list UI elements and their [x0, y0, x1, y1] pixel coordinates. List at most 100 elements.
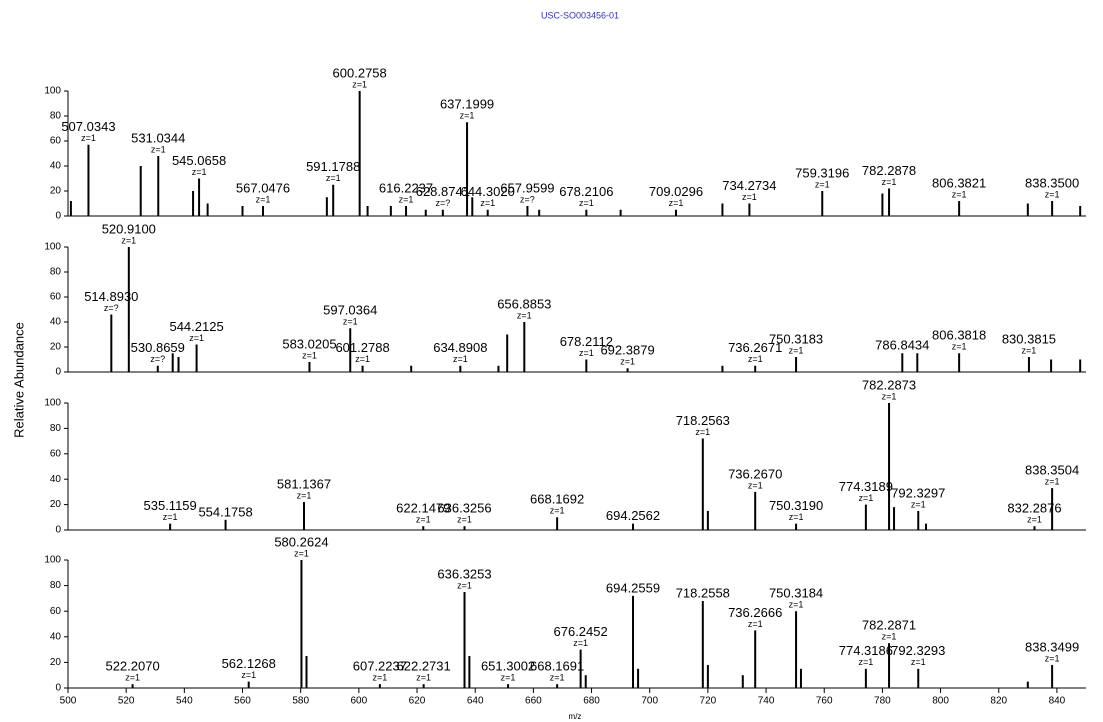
peak-label: 750.3190: [769, 498, 823, 513]
peak-label: 583.0205: [282, 336, 336, 351]
peak-label: 838.3500: [1025, 175, 1079, 190]
peak-label: 651.3002: [481, 659, 535, 674]
peak-label: 530.8659: [131, 340, 185, 355]
peak-label: 567.0476: [236, 180, 290, 195]
peak-label: 637.1999: [440, 97, 494, 112]
peak-label: 736.2666: [728, 605, 782, 620]
peak-label: 636.3253: [437, 566, 491, 581]
peak-label: 676.2452: [554, 624, 608, 639]
charge-label: z=1: [748, 480, 763, 490]
charge-label: z=1: [297, 490, 312, 500]
charge-label: z=1: [480, 198, 495, 208]
peak-label: 786.8434: [875, 338, 929, 353]
charge-label: z=1: [748, 354, 763, 364]
x-tick-label: 500: [60, 696, 77, 707]
charge-label: z=1: [326, 173, 341, 183]
y-tick-label: 40: [50, 317, 62, 328]
peak-label: 656.8853: [497, 296, 551, 311]
peak-label: 668.1691: [530, 659, 584, 674]
y-tick-label: 20: [50, 342, 62, 353]
charge-label: z=1: [163, 512, 178, 522]
charge-label: z=1: [1022, 345, 1037, 355]
y-tick-label: 0: [55, 367, 61, 378]
charge-label: z=1: [151, 144, 166, 154]
charge-label: z=1: [911, 657, 926, 667]
charge-label: z=1: [189, 333, 204, 343]
y-tick-label: 80: [50, 580, 62, 591]
y-tick-label: 20: [50, 186, 62, 197]
charge-label: z=1: [858, 657, 873, 667]
peak-label: 591.1788: [306, 159, 360, 174]
y-tick-label: 60: [50, 136, 62, 147]
peak-label: 759.3196: [795, 165, 849, 180]
y-tick-label: 20: [50, 657, 62, 668]
peak-label: 806.3818: [932, 328, 986, 343]
charge-label: z=?: [104, 303, 119, 313]
charge-label: z=1: [517, 310, 532, 320]
charge-label: z=1: [669, 198, 684, 208]
peak-label: 507.0343: [61, 119, 115, 134]
y-tick-label: 60: [50, 606, 62, 617]
charge-label: z=1: [416, 673, 431, 683]
peak-label: 554.1758: [198, 504, 252, 519]
peak-label: 616.2237: [379, 180, 433, 195]
y-tick-label: 100: [44, 398, 61, 409]
charge-label: z=1: [789, 512, 804, 522]
charge-label: z=1: [789, 600, 804, 610]
y-tick-label: 100: [44, 555, 61, 566]
y-tick-label: 60: [50, 448, 62, 459]
charge-label: z=1: [952, 189, 967, 199]
peak-label: 734.2734: [722, 178, 776, 193]
y-tick-label: 40: [50, 474, 62, 485]
peak-label: 607.2237: [353, 659, 407, 674]
peak-label: 830.3815: [1002, 331, 1056, 346]
peak-label: 692.3879: [600, 343, 654, 358]
y-tick-label: 20: [50, 499, 62, 510]
peak-label: 736.2670: [728, 466, 782, 481]
peak-label: 522.2070: [105, 659, 159, 674]
peak-label: 694.2559: [606, 580, 660, 595]
charge-label: z=1: [748, 619, 763, 629]
x-tick-label: 760: [816, 696, 833, 707]
peak-label: 838.3504: [1025, 463, 1079, 478]
peak-label: 580.2624: [274, 534, 328, 549]
peak-label: 774.3186: [839, 643, 893, 658]
peak-label: 597.0364: [323, 303, 377, 318]
x-tick-label: 720: [700, 696, 717, 707]
charge-label: z=1: [1045, 476, 1060, 486]
charge-label: z=1: [1045, 189, 1060, 199]
charge-label: z=1: [457, 580, 472, 590]
x-tick-label: 520: [118, 696, 135, 707]
peak-label: 545.0658: [172, 153, 226, 168]
peak-label: 634.8908: [433, 340, 487, 355]
charge-label: z=1: [620, 357, 635, 367]
peak-label: 636.3256: [437, 501, 491, 516]
charge-label: z=1: [882, 177, 897, 187]
charge-label: z=1: [789, 345, 804, 355]
peak-label: 832.2876: [1007, 501, 1061, 516]
charge-label: z=1: [355, 354, 370, 364]
x-tick-label: 740: [758, 696, 775, 707]
peak-label: 644.3020: [461, 184, 515, 199]
peak-label: 544.2125: [169, 319, 223, 334]
peak-label: 750.3184: [769, 586, 823, 601]
peak-label: 718.2558: [676, 585, 730, 600]
charge-label: z=1: [579, 198, 594, 208]
charge-label: z=1: [550, 673, 565, 683]
charge-label: z=1: [815, 179, 830, 189]
peak-label: 678.2112: [560, 334, 613, 349]
y-tick-label: 80: [50, 423, 62, 434]
charge-label: z=1: [911, 499, 926, 509]
x-tick-label: 780: [874, 696, 891, 707]
peak-label: 678.2106: [559, 184, 613, 199]
x-axis-label: m/z: [569, 712, 582, 721]
peak-label: 600.2758: [333, 65, 387, 80]
peak-label: 782.2871: [862, 618, 916, 633]
x-tick-label: 640: [467, 696, 484, 707]
peak-label: 531.0344: [131, 130, 185, 145]
peak-label: 628.8741: [416, 184, 470, 199]
charge-label: z=1: [81, 133, 96, 143]
peak-label: 562.1268: [222, 656, 276, 671]
charge-label: z=?: [520, 194, 535, 204]
charge-label: z=1: [882, 391, 897, 401]
